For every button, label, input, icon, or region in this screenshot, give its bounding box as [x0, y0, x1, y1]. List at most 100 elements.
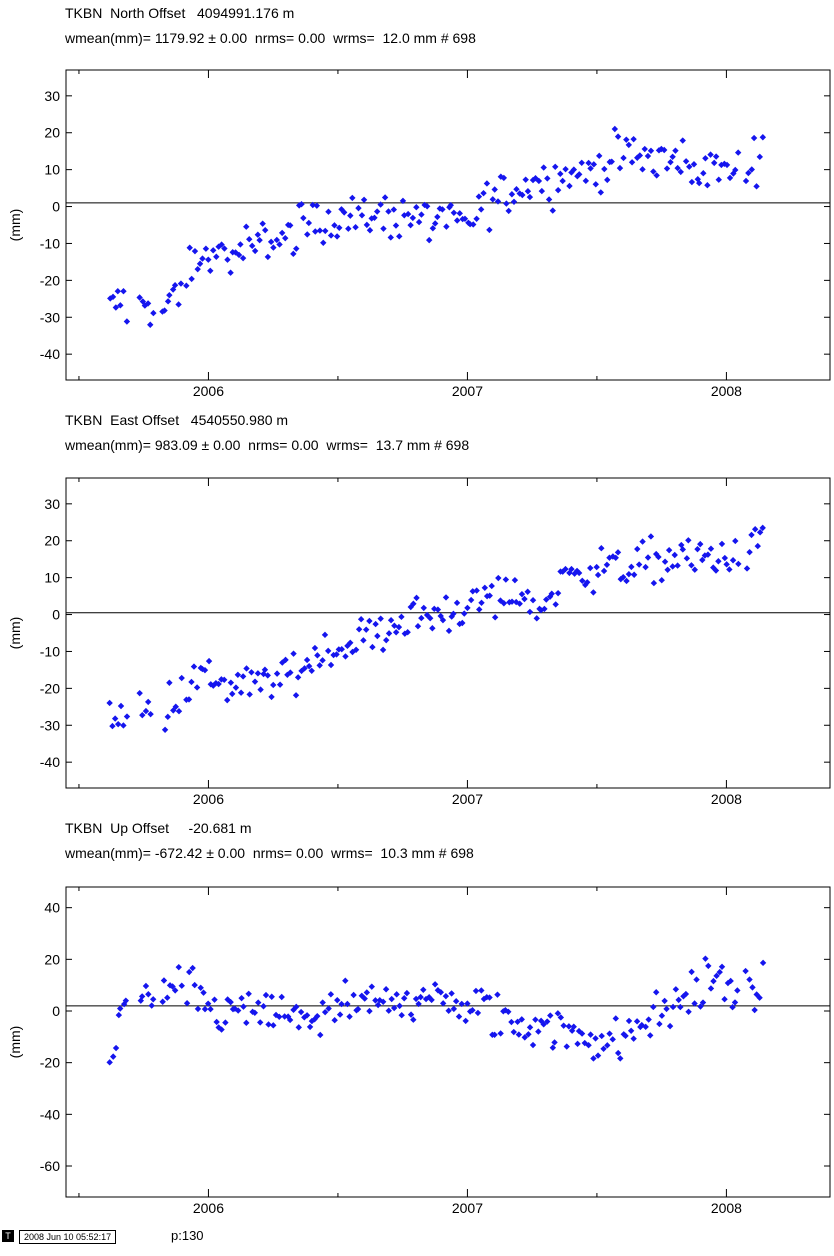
east-data-point — [427, 614, 434, 622]
north-data-point — [644, 152, 652, 160]
east-data-point — [314, 652, 321, 659]
north-x-tick-label: 2006 — [193, 383, 224, 399]
east-data-point — [571, 570, 578, 577]
up-data-point — [293, 1003, 300, 1011]
north-data-point — [287, 222, 294, 229]
north-data-point — [404, 210, 412, 218]
up-data-point — [617, 1055, 624, 1062]
east-data-point — [652, 550, 660, 558]
east-data-point — [609, 553, 617, 560]
east-data-point — [360, 637, 367, 644]
east-y-tick-label: 30 — [44, 496, 60, 512]
up-data-point — [502, 1006, 509, 1014]
north-data-point — [429, 225, 437, 232]
east-data-point — [715, 558, 722, 565]
east-data-point — [276, 681, 284, 688]
up-data-point — [231, 1005, 239, 1012]
east-data-point — [685, 537, 692, 544]
north-data-point — [136, 294, 143, 301]
north-data-point — [715, 176, 722, 183]
up-data-point — [211, 996, 218, 1003]
north-data-point — [426, 236, 433, 244]
up-data-point — [614, 1049, 622, 1057]
north-data-point — [679, 137, 686, 144]
up-data-point — [317, 1031, 324, 1039]
north-y-tick-label: -30 — [40, 309, 60, 325]
east-data-point — [697, 540, 704, 548]
up-data-point — [525, 1031, 532, 1038]
up-data-point — [222, 1019, 229, 1026]
up-data-point — [742, 967, 749, 975]
up-data-point — [276, 1013, 283, 1020]
east-data-point — [395, 623, 403, 631]
up-data-point — [171, 987, 179, 994]
east-data-point — [590, 589, 597, 596]
up-data-point — [521, 1034, 528, 1041]
east-data-point — [491, 614, 499, 621]
up-data-point — [344, 1000, 351, 1008]
north-data-point — [712, 153, 720, 160]
east-data-point — [338, 646, 345, 653]
east-data-point — [478, 599, 485, 606]
north-data-point — [672, 147, 679, 154]
north-data-point — [505, 207, 512, 215]
east-data-point — [748, 531, 755, 539]
up-data-point — [568, 1027, 576, 1034]
east-data-point — [429, 625, 436, 632]
up-data-point — [382, 986, 390, 993]
east-data-point — [413, 594, 420, 602]
east-data-point — [568, 565, 575, 573]
east-data-point — [712, 567, 720, 574]
east-data-point — [445, 627, 453, 635]
up-data-point — [434, 987, 442, 994]
up-plot-frame — [65, 886, 831, 1198]
up-data-point — [403, 989, 411, 997]
east-data-point — [349, 648, 356, 656]
up-data-point — [442, 992, 450, 1000]
up-data-point — [658, 1012, 666, 1019]
up-data-point — [688, 968, 695, 976]
east-data-point — [650, 579, 658, 587]
up-data-point — [240, 1003, 247, 1010]
east-data-point — [270, 681, 277, 689]
up-data-point — [705, 962, 712, 970]
up-data-point — [115, 1011, 123, 1019]
north-data-point — [491, 186, 498, 193]
up-data-point — [625, 1017, 633, 1025]
east-data-point — [495, 574, 502, 582]
north-data-point — [552, 163, 559, 170]
north-panel-stats: wmean(mm)= 1179.92 ± 0.00 nrms= 0.00 wrm… — [65, 30, 476, 46]
up-data-point — [420, 986, 427, 993]
up-data-point — [379, 998, 387, 1005]
up-data-point — [656, 1020, 663, 1028]
east-data-point — [321, 631, 329, 639]
north-data-point — [366, 227, 374, 234]
north-data-point — [616, 164, 624, 172]
up-data-point — [609, 1036, 616, 1043]
east-data-point — [239, 673, 247, 680]
east-data-point — [683, 555, 691, 562]
north-data-point — [510, 198, 518, 205]
up-data-point — [439, 1000, 447, 1007]
east-data-point — [254, 670, 262, 677]
north-data-point — [554, 186, 562, 194]
up-data-point — [693, 976, 700, 983]
up-data-point — [363, 989, 371, 996]
east-data-point — [691, 566, 698, 573]
east-data-point — [290, 650, 297, 657]
east-data-point — [453, 599, 461, 607]
up-data-point — [213, 1018, 220, 1026]
north-data-point — [109, 293, 117, 301]
east-data-point — [647, 533, 655, 540]
east-data-point — [694, 545, 701, 553]
east-data-point — [188, 678, 195, 686]
east-data-point — [401, 630, 409, 637]
east-data-point — [486, 592, 493, 599]
east-data-point — [142, 707, 150, 715]
north-data-point — [199, 255, 206, 262]
east-data-point — [404, 629, 411, 636]
up-data-point — [284, 1013, 292, 1020]
east-data-point — [308, 667, 315, 674]
up-data-point — [508, 1018, 515, 1026]
north-data-point — [349, 194, 356, 202]
